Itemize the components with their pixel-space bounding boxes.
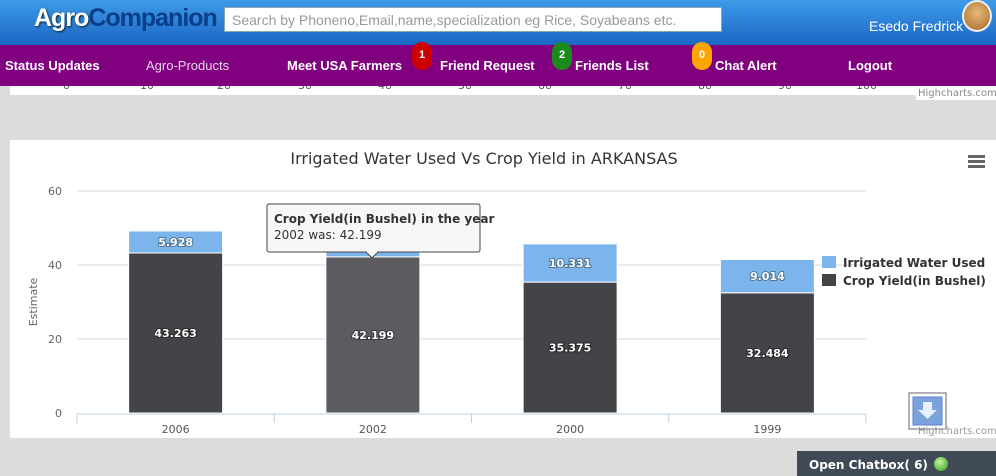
nav-logout[interactable]: Logout (848, 58, 893, 73)
online-status-icon (934, 457, 949, 471)
axis-tick: 40 (378, 86, 392, 92)
data-label-irrigated-water: 10.331 (549, 257, 591, 270)
y-tick-label: 0 (55, 407, 62, 420)
x-tick-label: 2000 (556, 423, 584, 436)
axis-tick: 60 (538, 86, 552, 92)
axis-tick: 50 (458, 86, 472, 92)
axis-tick: 20 (217, 86, 231, 92)
axis-tick: 0 (63, 86, 70, 92)
y-tick-label: 20 (48, 333, 62, 346)
legend-swatch[interactable] (822, 274, 836, 286)
bar-crop-yield[interactable] (719, 292, 815, 414)
x-tick-label: 2006 (162, 423, 190, 436)
legend-item[interactable]: Irrigated Water Used (843, 256, 985, 270)
data-label-crop-yield: 42.199 (352, 329, 394, 342)
highcharts-credit[interactable]: Highcharts.com (916, 88, 996, 100)
bar-irrigated-water[interactable] (128, 230, 224, 254)
nav-status-updates[interactable]: Status Updates (5, 58, 100, 73)
chart-container: Irrigated Water Used Vs Crop Yield in AR… (10, 140, 996, 438)
legend-swatch[interactable] (822, 256, 836, 268)
bar-crop-yield[interactable] (522, 281, 618, 414)
highcharts-credit[interactable]: Highcharts.com (918, 426, 996, 437)
top-header: AgroCompanion Esedo Fredrick (0, 0, 996, 45)
nav-friends-list[interactable]: Friends List (575, 58, 649, 73)
nav-chat-alert[interactable]: Chat Alert (715, 58, 777, 73)
legend-item[interactable]: Crop Yield(in Bushel) (843, 274, 986, 288)
main-nav: Status Updates Agro-Products Meet USA Fa… (0, 42, 996, 86)
bar-crop-yield[interactable] (128, 252, 224, 414)
x-tick-label: 2002 (359, 423, 387, 436)
axis-tick: 70 (618, 86, 632, 92)
axis-tick: 10 (140, 86, 154, 92)
bar-crop-yield[interactable] (325, 256, 421, 414)
nav-friend-request[interactable]: Friend Request (440, 58, 535, 73)
open-chatbox-button[interactable]: Open Chatbox( 6) (797, 451, 996, 476)
axis-tick: 90 (778, 86, 792, 92)
friend-request-badge: 1 (412, 42, 432, 70)
data-label-crop-yield: 43.263 (154, 327, 196, 340)
bar-irrigated-water[interactable] (719, 258, 815, 294)
chart-title: Irrigated Water Used Vs Crop Yield in AR… (290, 149, 677, 168)
y-tick-label: 40 (48, 259, 62, 272)
chat-alert-badge: 0 (692, 42, 712, 70)
data-label-irrigated-water: 5.928 (158, 236, 193, 249)
data-label-irrigated-water: 9.014 (750, 270, 785, 283)
chart-menu-icon[interactable] (968, 155, 985, 168)
avatar[interactable] (962, 0, 992, 32)
tooltip: Crop Yield(in Bushel) in the year 2002 w… (266, 203, 494, 259)
axis-tick: 30 (298, 86, 312, 92)
nav-agro-products[interactable]: Agro-Products (146, 58, 230, 73)
search-input[interactable] (224, 7, 722, 32)
axis-tick: 100 (856, 86, 877, 92)
data-label-crop-yield: 35.375 (549, 342, 591, 355)
user-name[interactable]: Esedo Fredrick (869, 18, 964, 34)
logo[interactable]: AgroCompanion (34, 4, 218, 32)
friends-list-badge: 2 (552, 42, 572, 70)
y-axis-label: Estimate (27, 277, 40, 326)
axis-tick: 80 (698, 86, 712, 92)
x-tick-label: 1999 (753, 423, 781, 436)
y-tick-label: 60 (48, 185, 62, 198)
stacked-bar-chart: Irrigated Water Used Vs Crop Yield in AR… (27, 149, 996, 437)
previous-chart-strip: 0 10 20 30 40 50 60 70 80 90 100 (10, 86, 996, 95)
tooltip-title: Crop Yield(in Bushel) in the year (274, 212, 494, 226)
bar-irrigated-water[interactable] (522, 243, 618, 283)
download-icon[interactable] (908, 392, 947, 430)
data-label-crop-yield: 32.484 (746, 347, 789, 360)
nav-meet-usa-farmers[interactable]: Meet USA Farmers (287, 58, 403, 73)
chatbox-label: Open Chatbox( 6) (809, 458, 928, 472)
tooltip-body: 2002 was: 42.199 (274, 228, 382, 242)
